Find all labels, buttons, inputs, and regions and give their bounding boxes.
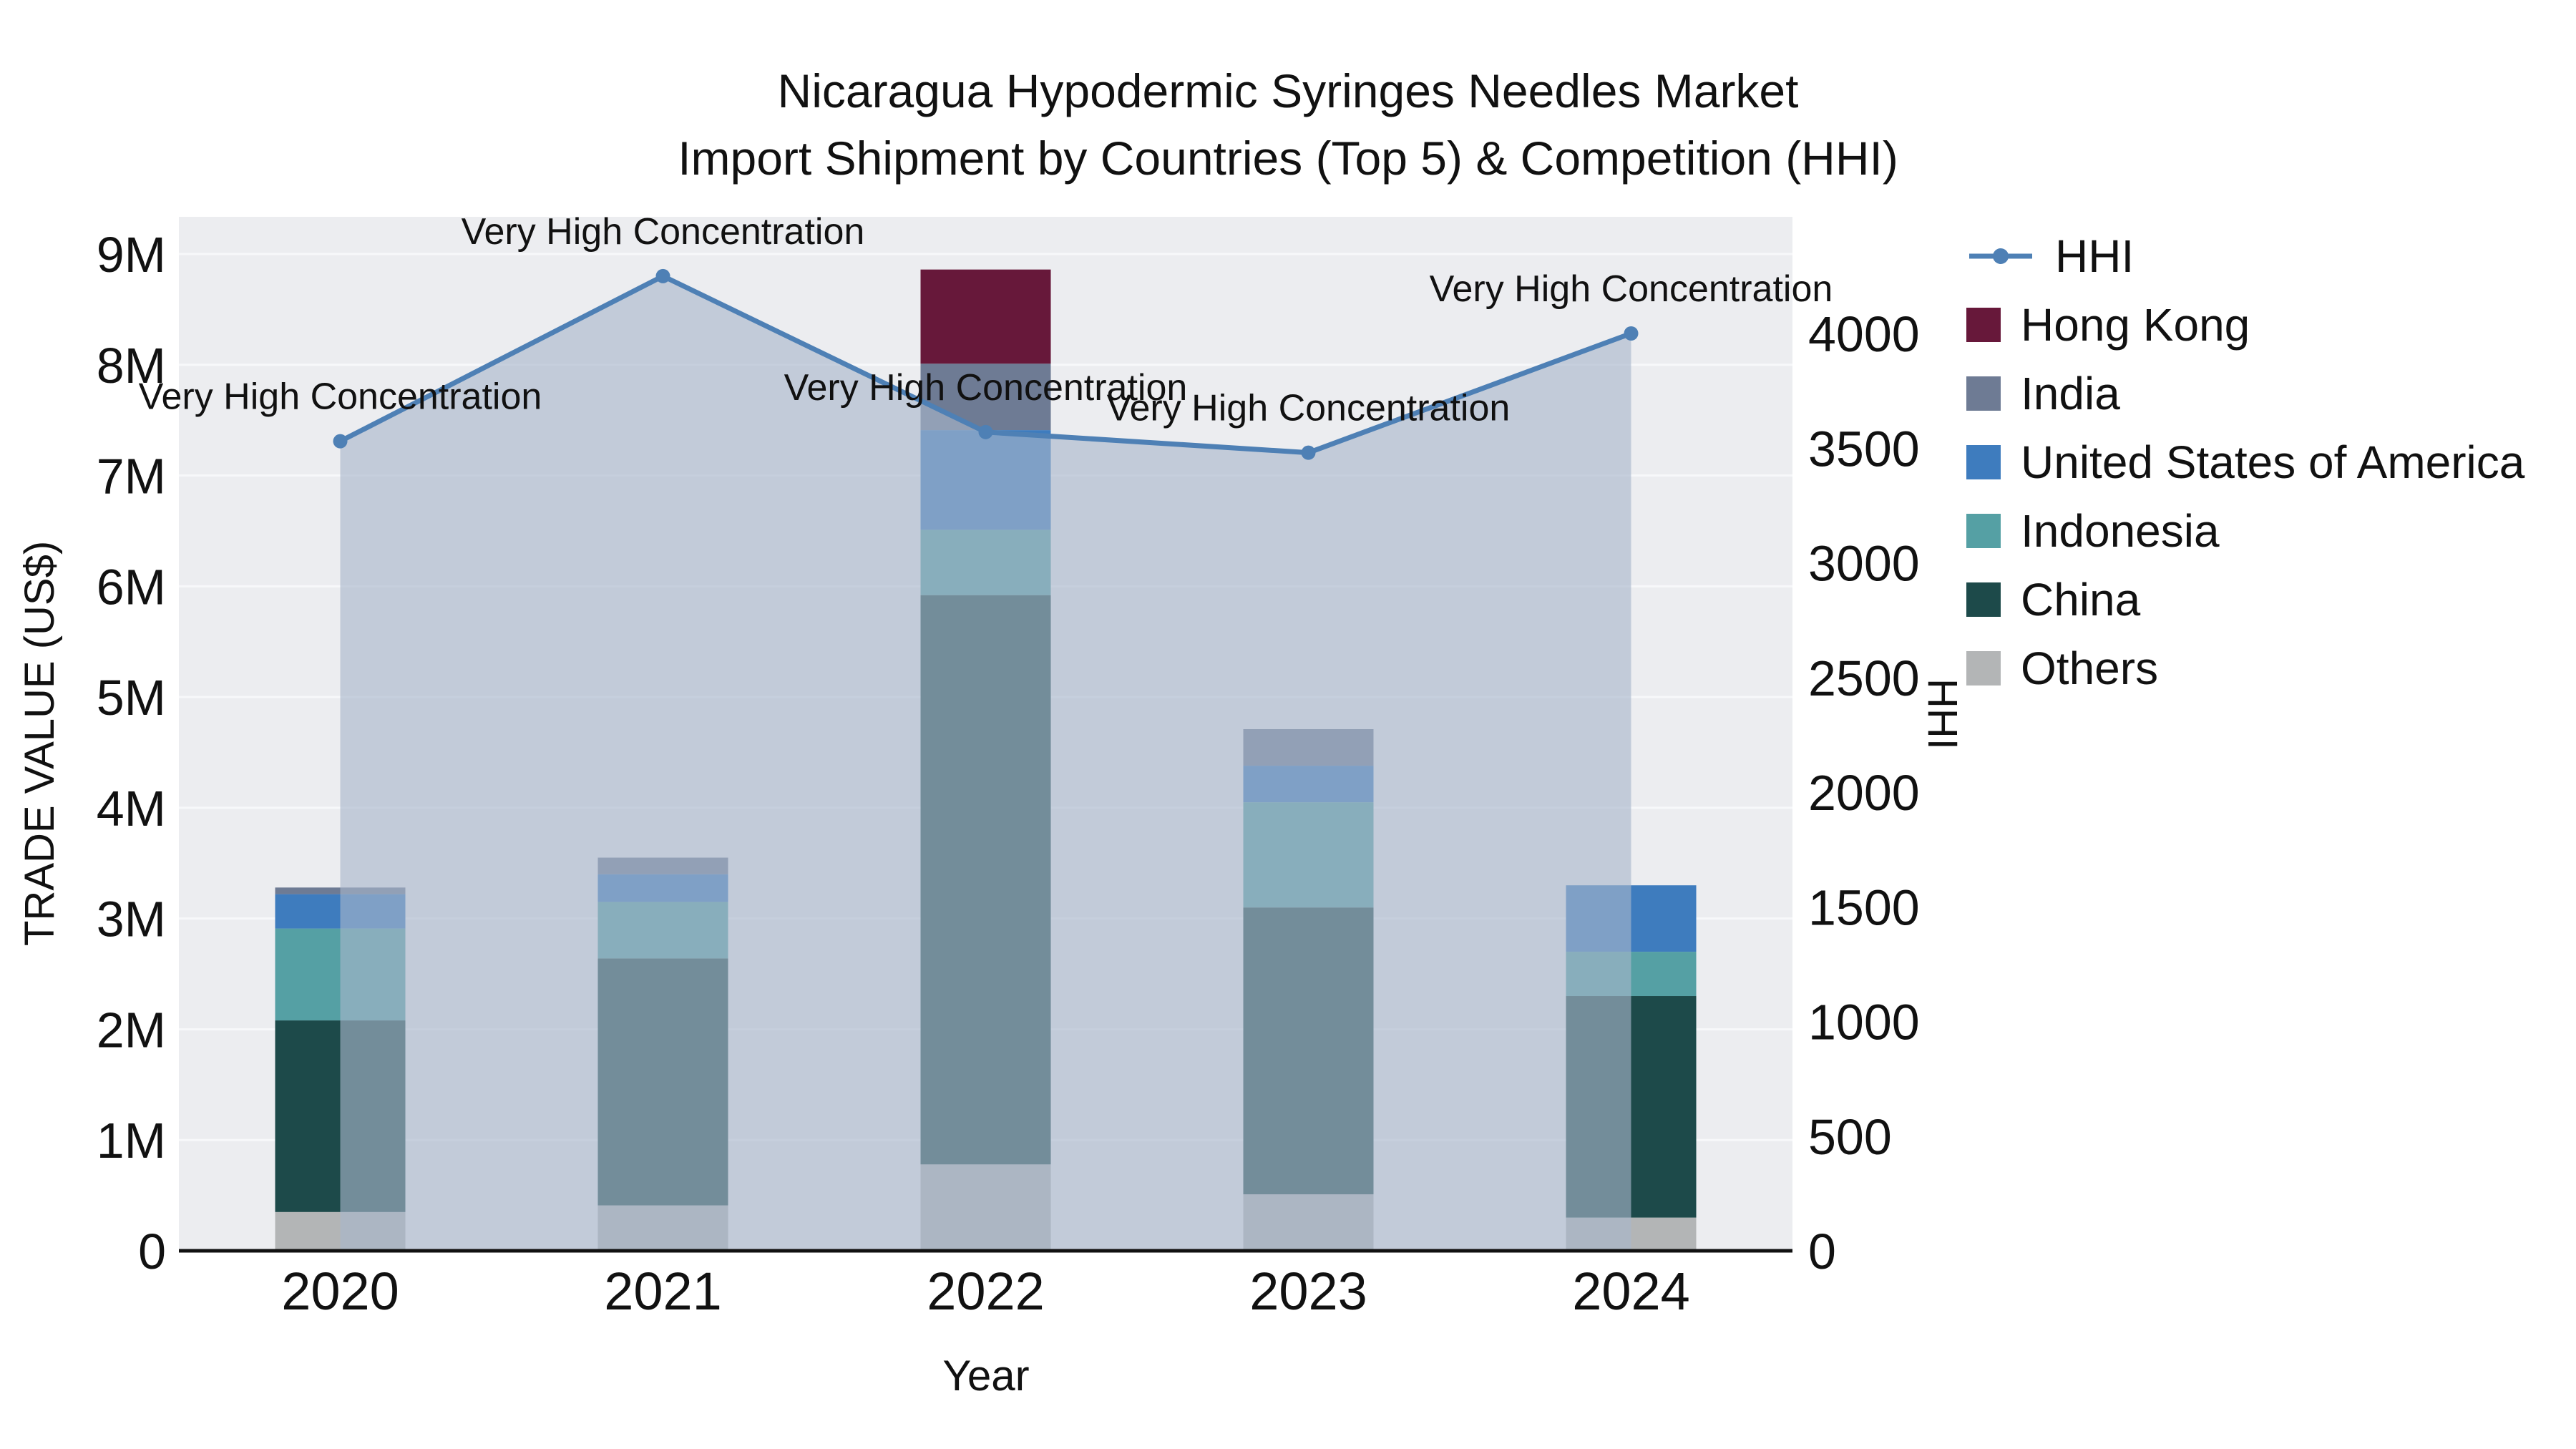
chart-title-line2: Import Shipment by Countries (Top 5) & C… <box>678 132 1898 185</box>
x-tick-label: 2020 <box>281 1262 399 1321</box>
hhi-marker <box>333 434 348 449</box>
hhi-marker <box>978 424 993 439</box>
y-left-tick-label: 0 <box>138 1224 166 1279</box>
legend-item-china: China <box>1966 574 2524 625</box>
chart-title: Nicaragua Hypodermic Syringes Needles Ma… <box>0 57 2576 192</box>
legend-item-label: Others <box>2021 643 2159 694</box>
hhi-annotation: Very High Concentration <box>139 376 542 418</box>
y-right-tick-label: 1000 <box>1808 995 1920 1050</box>
legend: HHI Hong Kong India United States of Americ… <box>1966 230 2524 694</box>
y-left-tick-label: 8M <box>97 338 166 394</box>
hhi-marker <box>1301 445 1316 460</box>
y-left-tick-label: 2M <box>97 1002 166 1058</box>
x-tick-label: 2023 <box>1249 1262 1367 1321</box>
legend-swatch-icon <box>1966 308 2001 342</box>
y-right-tick-label: 4000 <box>1808 306 1920 362</box>
legend-item-label: United States of America <box>2021 436 2525 488</box>
y-left-tick-label: 3M <box>97 892 166 947</box>
legend-swatch-icon <box>1966 376 2001 411</box>
y-right-tick-label: 2500 <box>1808 650 1920 706</box>
chart-title-line1: Nicaragua Hypodermic Syringes Needles Ma… <box>777 64 1799 117</box>
x-tick-label: 2024 <box>1572 1262 1690 1321</box>
legend-item-hhi: HHI <box>1966 230 2524 282</box>
y-axis-left-label: TRADE VALUE (US$) <box>16 540 63 946</box>
y-right-tick-label: 3000 <box>1808 536 1920 592</box>
y-left-tick-label: 7M <box>97 449 166 504</box>
x-tick-label: 2021 <box>604 1262 722 1321</box>
hhi-area <box>340 275 1631 1251</box>
hhi-annotation: Very High Concentration <box>1430 268 1833 310</box>
y-left-tick-label: 9M <box>97 227 166 283</box>
hhi-annotation: Very High Concentration <box>784 367 1188 409</box>
x-axis-label: Year <box>942 1352 1030 1400</box>
legend-item-india: India <box>1966 368 2524 419</box>
y-right-tick-label: 0 <box>1808 1224 1836 1279</box>
legend-item-label: Indonesia <box>2021 505 2220 557</box>
legend-item-label: India <box>2021 368 2120 419</box>
legend-item-label: China <box>2021 574 2141 625</box>
legend-swatch-icon <box>1966 445 2001 479</box>
hhi-marker <box>1624 326 1639 341</box>
legend-item-united-states-of-america: United States of America <box>1966 436 2524 488</box>
bar-segment-hong-kong <box>920 269 1051 364</box>
hhi-annotation: Very High Concentration <box>1107 388 1511 429</box>
legend-item-label: Hong Kong <box>2021 299 2250 351</box>
legend-swatch-icon <box>1966 514 2001 548</box>
legend-item-indonesia: Indonesia <box>1966 505 2524 557</box>
legend-item-label: HHI <box>2055 230 2135 282</box>
hhi-line-icon <box>1969 248 2032 264</box>
y-left-tick-label: 4M <box>97 781 166 836</box>
y-right-tick-label: 500 <box>1808 1109 1892 1165</box>
hhi-annotation: Very High Concentration <box>462 211 865 253</box>
y-right-tick-label: 3500 <box>1808 421 1920 477</box>
y-axis-right-label: HHI <box>1919 678 1966 750</box>
legend-item-others: Others <box>1966 643 2524 694</box>
y-right-tick-label: 1500 <box>1808 879 1920 935</box>
y-left-tick-label: 5M <box>97 670 166 726</box>
hhi-marker <box>655 268 670 283</box>
y-left-tick-label: 6M <box>97 559 166 615</box>
legend-swatch-icon <box>1966 651 2001 686</box>
x-tick-label: 2022 <box>927 1262 1045 1321</box>
legend-item-hong-kong: Hong Kong <box>1966 299 2524 351</box>
y-right-tick-label: 2000 <box>1808 765 1920 821</box>
legend-swatch-icon <box>1966 582 2001 617</box>
y-left-tick-label: 1M <box>97 1113 166 1169</box>
